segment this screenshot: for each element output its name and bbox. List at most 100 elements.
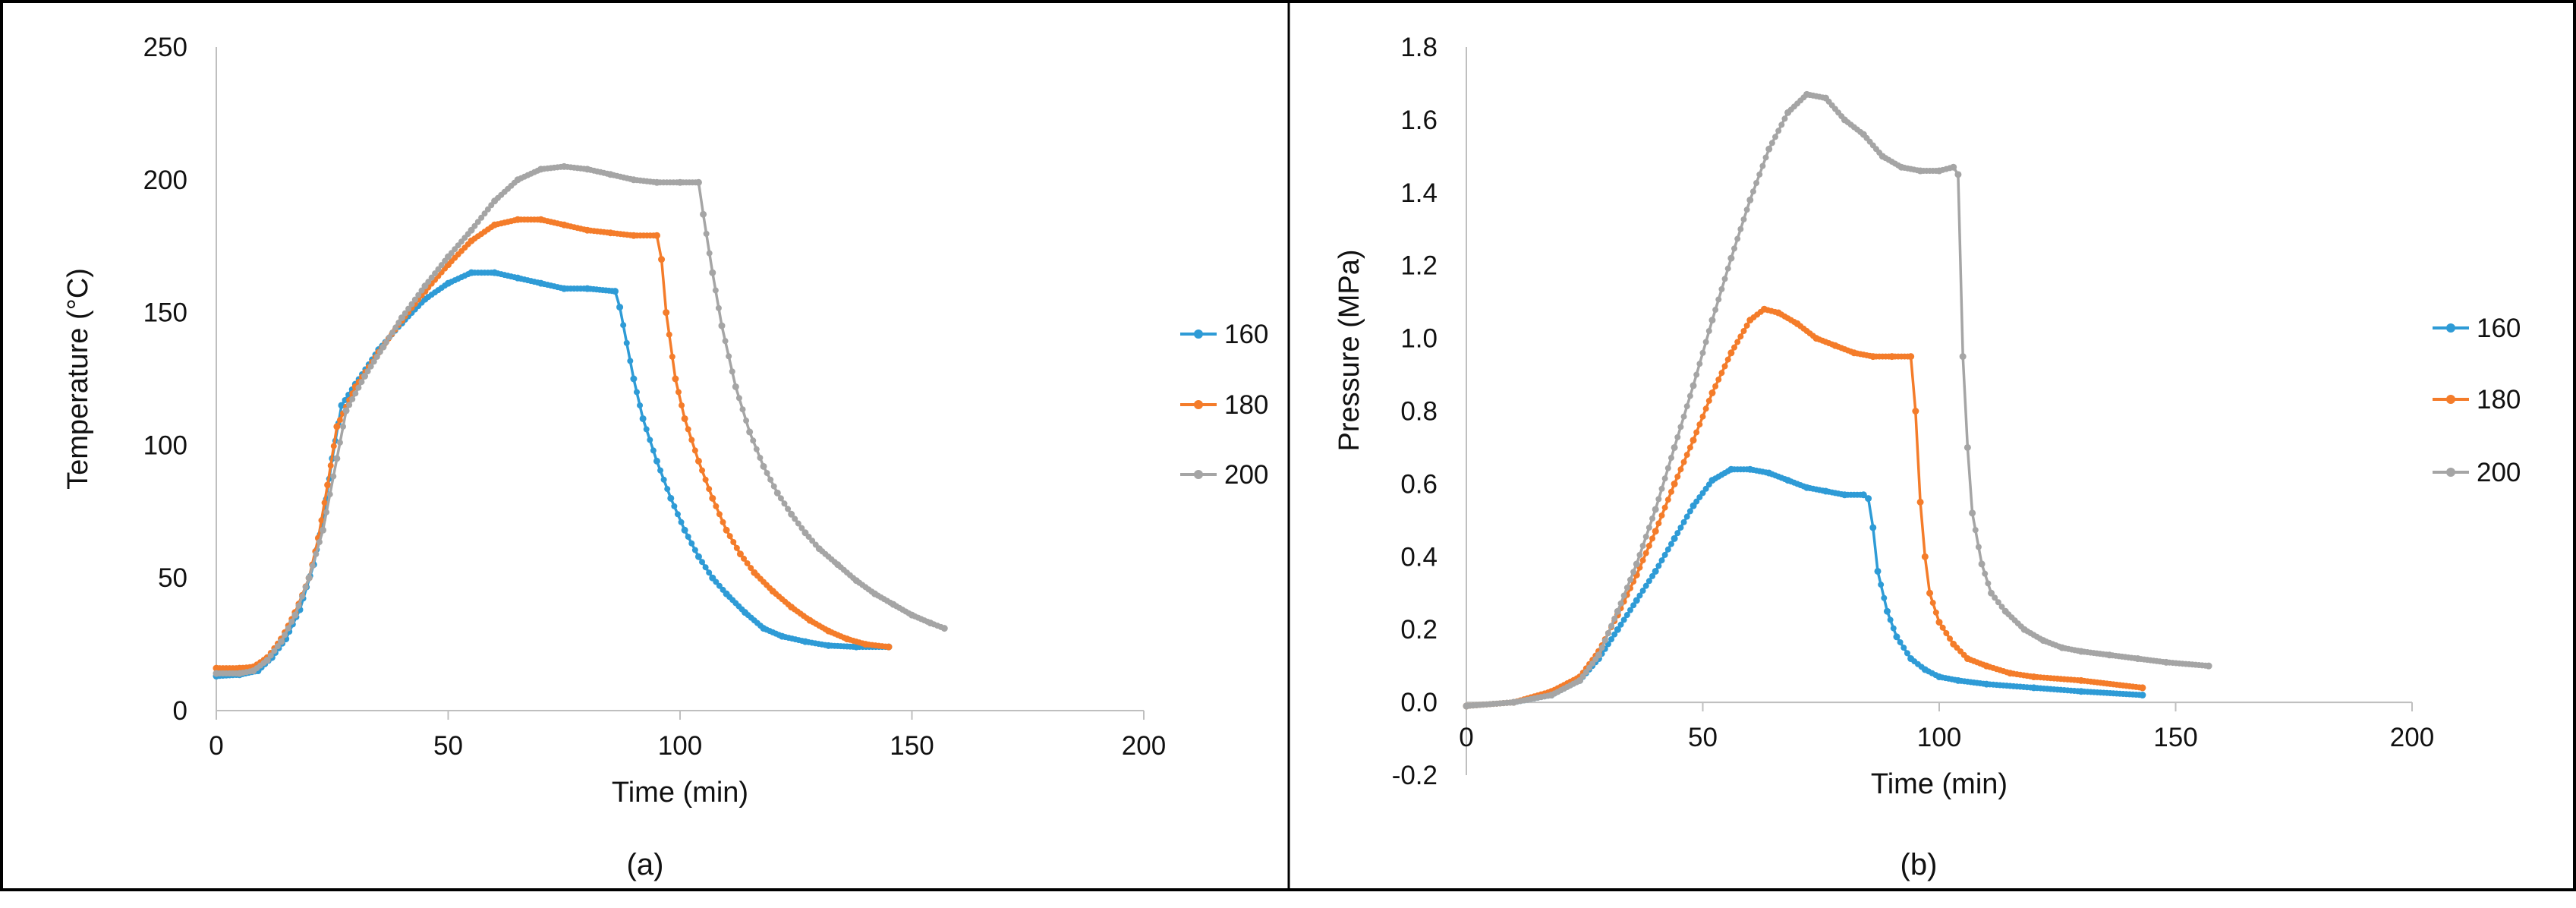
chart-b-series-160-point	[1652, 567, 1659, 575]
chart-a-series-200-point	[694, 178, 702, 186]
chart-a-series-180-marker	[675, 389, 682, 396]
chart-a-series-200-marker	[336, 439, 343, 446]
chart-a-series-200-marker	[767, 476, 774, 483]
chart-a-series-180-marker	[744, 560, 751, 566]
chart-a-series-200-marker	[739, 406, 746, 413]
chart-a-x-tick-label: 100	[658, 731, 702, 761]
chart-a-series-160-marker	[713, 579, 720, 585]
chart-b-series-180-marker	[1667, 488, 1674, 495]
chart-b-series-180-point	[2139, 684, 2146, 692]
chart-b-series-200-marker	[1658, 485, 1665, 492]
chart-a-series-200-marker	[340, 423, 347, 430]
chart-a-series-200-marker	[432, 270, 439, 277]
chart-b-series-200-point	[1959, 353, 1967, 361]
chart-b-series-200-marker	[1667, 455, 1674, 462]
chart-a-series-200-point	[305, 574, 313, 582]
chart-b-series-180-marker	[1929, 600, 1936, 607]
chart-a-series-200-point	[773, 489, 781, 497]
chart-b-series-200-marker	[1589, 660, 1596, 667]
chart-b-series-180-marker	[1947, 635, 1954, 642]
chart-a-series-200-marker	[405, 305, 412, 312]
chart-b-series-180-marker	[1721, 363, 1728, 370]
chart-b-series-200-marker	[1731, 245, 1738, 252]
chart-b-series-200-point	[1614, 607, 1621, 615]
chart-a-series-200-point	[732, 383, 739, 390]
chart-b-series-180-marker	[1658, 512, 1665, 519]
chart-a-y-tick-label: 250	[143, 33, 187, 62]
chart-b-series-200-point	[1988, 589, 1995, 597]
chart-a-legend-label-160: 160	[1224, 320, 1268, 349]
chart-a-series-180-point	[723, 526, 730, 534]
chart-a-series-160-marker	[678, 519, 685, 525]
chart-b-series-200-marker	[1683, 403, 1690, 410]
chart-a-series-200-marker	[386, 334, 393, 341]
chart-b-series-200-point	[1969, 509, 1976, 517]
chart-b-series-160-marker	[1645, 578, 1652, 585]
chart-a-series-200-marker	[743, 418, 750, 424]
chart-a-series-200-marker	[346, 402, 353, 408]
chart-a-series-160-point	[694, 553, 702, 560]
chart-b-series-200-point	[1708, 317, 1716, 324]
chart-b-series-200-point	[2205, 662, 2212, 670]
chart-b-series-180-marker	[1705, 397, 1712, 404]
chart-b-series-200-marker	[1768, 140, 1775, 147]
chart-b-series-180-marker	[1661, 504, 1668, 511]
chart-a-series-200-point	[940, 625, 948, 632]
chart-b-x-axis-title: Time (min)	[1871, 768, 2008, 800]
chart-b-series-180-marker	[1649, 535, 1656, 542]
chart-b-series-160-marker	[1683, 513, 1690, 520]
panel-label-a: (a)	[627, 848, 664, 881]
chart-a-series-200-marker	[792, 515, 798, 522]
chart-b-series-160-marker	[1611, 631, 1618, 638]
chart-b-series-200-marker	[1998, 604, 2005, 610]
chart-a-series-200-marker	[809, 538, 816, 544]
chart-b-legend-marker-160	[2446, 323, 2455, 333]
chart-a-series-200-marker	[481, 210, 488, 217]
chart-a-series-180-marker	[702, 476, 709, 483]
chart-b-series-200-marker	[1975, 544, 1982, 550]
chart-a-series-200-marker	[326, 491, 333, 498]
chart-b-series-200-marker	[1740, 216, 1747, 222]
chart-a-series-180-point	[694, 457, 702, 465]
chart-b-series-200-point	[1765, 145, 1773, 153]
chart-a-series-180-point	[653, 232, 660, 239]
chart-b-series-200-marker	[1598, 645, 1605, 651]
chart-b-series-160-marker	[1623, 612, 1630, 619]
chart-b-series-180-marker	[1639, 557, 1646, 564]
chart-b-series-200-marker	[1677, 424, 1684, 430]
chart-b-series-200-marker	[1579, 673, 1586, 679]
chart-a-series-200-marker	[288, 618, 295, 625]
chart-b-series-160-point	[1893, 633, 1901, 641]
chart-a-series-160-point	[681, 526, 688, 534]
chart-b-series-180-marker	[1664, 497, 1671, 503]
chart-b-series-200-marker	[1995, 599, 2001, 606]
chart-a-series-200-marker	[282, 632, 288, 638]
chart-b-series-200-marker	[1611, 615, 1618, 622]
chart-a-series-200-marker	[352, 390, 359, 397]
chart-a-series-200-point	[746, 428, 754, 436]
chart-a-series-180-point	[885, 643, 893, 651]
chart-a-series-200-marker	[309, 563, 316, 569]
chart-a-series-180-marker	[330, 443, 337, 449]
chart-b-series-200-marker	[1601, 637, 1608, 644]
chart-b-series-200-marker	[1582, 669, 1589, 676]
chart-b-series-160-marker	[1642, 582, 1649, 589]
chart-a-series-200-marker	[418, 287, 425, 294]
chart-a-series-180-marker	[730, 539, 737, 546]
chart-b-series-200-marker	[1718, 285, 1725, 292]
chart-b-series-200-marker	[1759, 162, 1766, 169]
chart-b-series-180-marker	[1680, 459, 1687, 465]
chart-a-series-200-marker	[478, 214, 485, 221]
chart-b-series-200-marker	[1705, 328, 1712, 335]
chart-b-series-180-point	[1912, 408, 1919, 415]
chart-b-series-200-marker	[1680, 413, 1687, 420]
chart-b-series-200-marker	[1696, 361, 1703, 367]
chart-b-series-160-marker	[1636, 592, 1643, 599]
chart-a-series-200-marker	[798, 525, 805, 531]
chart-b-series-180-marker	[1932, 609, 1939, 616]
chart-a-series-200-marker	[715, 304, 722, 311]
chart-a-legend-marker-200	[1194, 470, 1203, 479]
chart-b-series-200-marker	[1753, 180, 1760, 187]
chart-b-series-180-marker	[1740, 328, 1747, 335]
chart-b-series-180-marker	[1655, 520, 1662, 527]
